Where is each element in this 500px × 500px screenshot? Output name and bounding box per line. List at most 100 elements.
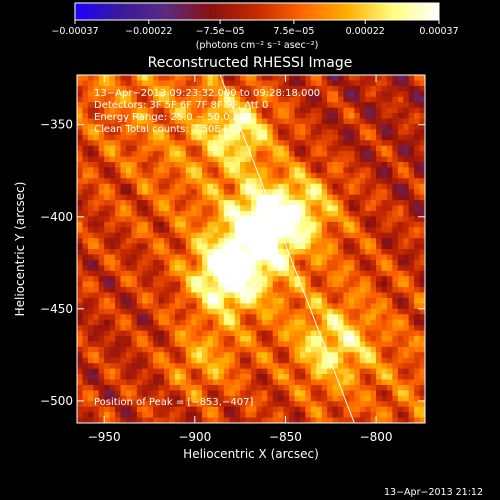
heatmap-cell (158, 325, 165, 331)
heatmap-cell (321, 352, 328, 359)
heatmap-cell (321, 96, 328, 103)
heatmap-cell (207, 194, 214, 201)
heatmap-cell (370, 384, 377, 391)
heatmap-cell (397, 374, 404, 380)
heatmap-cell (240, 249, 246, 255)
heatmap-cell (414, 172, 420, 179)
heatmap-cell (240, 221, 246, 228)
heatmap-cell (370, 259, 377, 266)
heatmap-cell (136, 276, 143, 282)
heatmap-cell (261, 210, 268, 217)
heatmap-cell (180, 363, 187, 369)
heatmap-cell (381, 336, 388, 342)
heatmap-cell (392, 412, 399, 418)
heatmap-cell (77, 118, 83, 125)
heatmap-cell (120, 363, 127, 369)
heatmap-cell (104, 189, 110, 195)
heatmap-cell (321, 314, 328, 321)
heatmap-cell (408, 145, 415, 152)
heatmap-cell (93, 308, 100, 315)
heatmap-cell (207, 249, 214, 255)
heatmap-cell (202, 308, 208, 315)
heatmap-cell (267, 75, 274, 81)
heatmap-cell (207, 200, 214, 206)
heatmap-cell (212, 319, 219, 326)
heatmap-cell (338, 357, 344, 364)
heatmap-cell (87, 172, 94, 179)
heatmap-cell (131, 221, 138, 228)
heatmap-cell (256, 287, 263, 293)
heatmap-cell (397, 129, 404, 136)
heatmap-cell (164, 368, 170, 375)
heatmap-cell (261, 303, 268, 310)
heatmap-cell (289, 303, 295, 310)
heatmap-cell (343, 205, 350, 212)
heatmap-cell (321, 243, 328, 250)
heatmap-cell (158, 259, 165, 266)
heatmap-cell (115, 167, 121, 174)
heatmap-cell (294, 406, 301, 413)
heatmap-cell (223, 216, 230, 223)
heatmap-cell (104, 183, 110, 190)
heatmap-cell (234, 200, 241, 206)
heatmap-cell (278, 319, 284, 326)
heatmap-cell (234, 96, 241, 103)
heatmap-cell (229, 325, 236, 331)
heatmap-cell (289, 227, 295, 234)
annotation-clean-counts: Clean Total counts: 7.50E+03 (94, 124, 242, 135)
heatmap-cell (289, 243, 295, 250)
heatmap-cell (365, 151, 371, 157)
heatmap-cell (392, 346, 399, 353)
heatmap-cell (408, 189, 415, 195)
heatmap-cell (272, 341, 279, 348)
heatmap-cell (158, 297, 165, 304)
heatmap-cell (234, 336, 241, 342)
heatmap-cell (310, 118, 317, 125)
heatmap-cell (174, 249, 181, 255)
heatmap-cell (202, 276, 208, 282)
heatmap-cell (316, 243, 323, 250)
heatmap-cell (164, 314, 170, 321)
heatmap-cell (267, 287, 274, 293)
heatmap-cell (354, 297, 361, 304)
heatmap-cell (169, 417, 176, 423)
colorbar-tick-label: −0.00037 (51, 26, 98, 37)
heatmap-cell (77, 319, 83, 326)
heatmap-cell (316, 276, 323, 282)
heatmap-cell (321, 281, 328, 288)
heatmap-cell (191, 113, 197, 119)
heatmap-cell (158, 352, 165, 359)
heatmap-cell (381, 368, 388, 375)
heatmap-cell (196, 91, 203, 98)
heatmap-cell (299, 336, 306, 342)
heatmap-cell (115, 390, 121, 397)
heatmap-cell (104, 162, 110, 168)
heatmap-cell (120, 194, 127, 201)
heatmap-cell (256, 243, 263, 250)
heatmap-cell (212, 91, 219, 98)
heatmap-cell (392, 221, 399, 228)
heatmap-cell (169, 172, 176, 179)
heatmap-cell (82, 145, 89, 152)
heatmap-cell (169, 412, 176, 418)
heatmap-cell (365, 243, 371, 250)
heatmap-cell (338, 183, 344, 190)
heatmap-cell (158, 200, 165, 206)
heatmap-cell (158, 390, 165, 397)
heatmap-cell (153, 194, 159, 201)
heatmap-cell (348, 292, 355, 299)
heatmap-cell (261, 123, 268, 130)
heatmap-cell (283, 85, 290, 92)
heatmap-cell (218, 194, 225, 201)
heatmap-cell (365, 287, 371, 293)
heatmap-cell (77, 384, 83, 391)
heatmap-cell (185, 75, 192, 81)
heatmap-cell (256, 189, 263, 195)
heatmap-cell (245, 227, 252, 234)
heatmap-cell (310, 194, 317, 201)
heatmap-cell (343, 227, 350, 234)
heatmap-cell (131, 412, 138, 418)
heatmap-cell (327, 227, 333, 234)
heatmap-cell (180, 113, 187, 119)
heatmap-cell (218, 374, 225, 380)
